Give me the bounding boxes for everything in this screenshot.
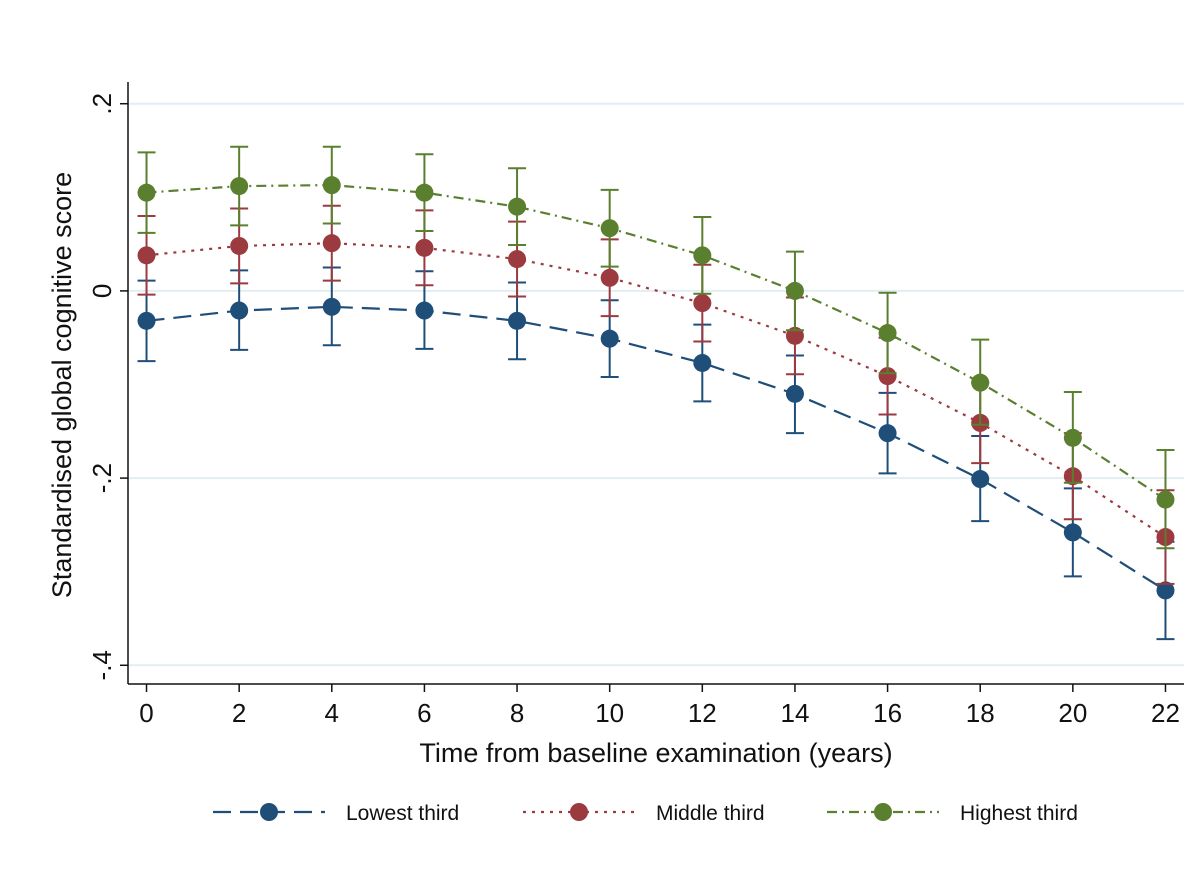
x-tick-label: 14 [780, 698, 809, 728]
data-point [415, 183, 434, 202]
legend-label: Middle third [656, 802, 765, 825]
series-line [146, 305, 1167, 592]
data-point [693, 353, 712, 372]
gridlines [128, 102, 1184, 667]
data-point [322, 234, 341, 253]
x-tick-label: 2 [232, 698, 246, 728]
data-point [693, 294, 712, 313]
series-line [146, 183, 1167, 501]
x-tick-label: 16 [873, 698, 902, 728]
data-point [785, 281, 804, 300]
x-tick-label: 4 [325, 698, 339, 728]
data-point [600, 268, 619, 287]
data-point [322, 297, 341, 316]
data-point [415, 301, 434, 320]
axes: .2 0 -.2 -.4 0 2 4 6 8 10 12 14 16 18 20 22 [87, 82, 1184, 728]
legend-marker [260, 803, 278, 821]
data-point [971, 373, 990, 392]
legend-label: Lowest third [346, 802, 459, 825]
data-point [600, 329, 619, 348]
series-2 [137, 145, 1175, 550]
data-point [1156, 581, 1175, 600]
legend-item-1: Middle third [523, 802, 765, 825]
data-point [415, 238, 434, 257]
x-tick-label: 18 [966, 698, 995, 728]
data-point [1063, 428, 1082, 447]
data-point [878, 367, 897, 386]
x-tick-label: 6 [417, 698, 431, 728]
series-0 [137, 266, 1175, 641]
data-point [137, 183, 156, 202]
legend-item-2: Highest third [827, 802, 1078, 825]
data-point [785, 384, 804, 403]
data-point [230, 177, 249, 196]
x-tick-label: 12 [688, 698, 717, 728]
legend-item-0: Lowest third [213, 802, 459, 825]
series-1 [137, 204, 1175, 585]
x-tick-label: 0 [139, 698, 153, 728]
data-point [1063, 523, 1082, 542]
y-tick-label: .2 [87, 93, 117, 115]
data-point [878, 424, 897, 443]
legend: Lowest third Middle third Highest third [213, 802, 1078, 825]
y-tick-label: 0 [87, 284, 117, 298]
series-line [146, 242, 1167, 539]
data-point [693, 246, 712, 265]
data-point [600, 219, 619, 238]
legend-label: Highest third [960, 802, 1078, 825]
data-point [508, 250, 527, 269]
data-point [322, 176, 341, 195]
x-tick-label: 20 [1058, 698, 1087, 728]
data-point [137, 311, 156, 330]
data-point [508, 197, 527, 216]
data-point [785, 326, 804, 345]
x-tick-label: 8 [510, 698, 524, 728]
legend-marker [874, 803, 892, 821]
y-tick-label: -.4 [87, 650, 117, 680]
data-point [230, 236, 249, 255]
x-axis-title: Time from baseline examination (years) [419, 738, 892, 768]
x-tick-label: 10 [595, 698, 624, 728]
y-axis-title: Standardised global cognitive score [47, 172, 77, 598]
data-point [878, 324, 897, 343]
y-tick-label: -.2 [87, 463, 117, 493]
plot-area [137, 145, 1175, 641]
data-point [508, 311, 527, 330]
data-point [230, 301, 249, 320]
data-point [1156, 490, 1175, 509]
legend-marker [570, 803, 588, 821]
x-tick-label: 22 [1151, 698, 1180, 728]
data-point [971, 470, 990, 489]
data-point [137, 246, 156, 265]
